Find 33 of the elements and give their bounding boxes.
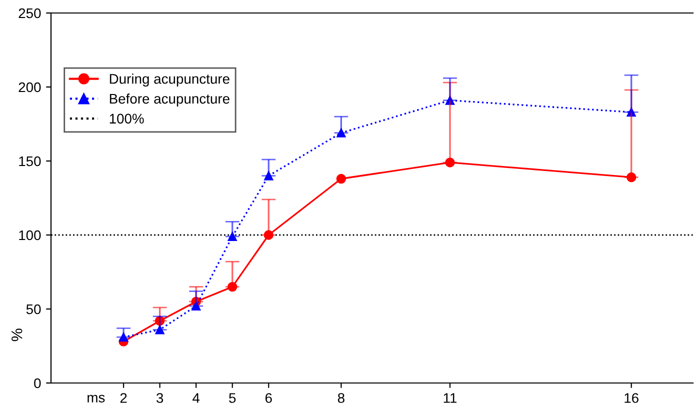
point <box>119 332 128 342</box>
x-tick-label: 11 <box>444 393 457 403</box>
point <box>155 325 164 334</box>
x-tick-label: 8 <box>338 393 344 403</box>
y-tick-label: 200 <box>18 82 41 92</box>
x-tick-label: 2 <box>120 393 127 403</box>
y-tick-label: 100 <box>19 230 41 240</box>
x-tick-label: 16 <box>624 393 638 403</box>
x-tick-label: 4 <box>192 393 200 403</box>
point <box>445 158 455 168</box>
legend-label: 100% <box>110 114 144 124</box>
point <box>264 230 274 240</box>
point <box>227 282 238 292</box>
legend-label: During acupuncture <box>110 74 230 87</box>
y-tick-label: 250 <box>18 8 41 18</box>
point <box>192 302 201 311</box>
point <box>154 316 165 326</box>
y-tick-label: 150 <box>19 156 41 166</box>
legend-label: Before acupuncture <box>110 94 230 106</box>
point <box>626 172 636 182</box>
point <box>228 232 237 241</box>
y-axis-title: % <box>12 328 22 342</box>
point <box>264 171 274 180</box>
point <box>336 128 346 138</box>
x-tick-label: 5 <box>229 393 236 403</box>
x-tick-label: 6 <box>265 393 272 403</box>
point <box>626 108 636 117</box>
x-tick-label: 3 <box>156 393 164 403</box>
x-axis-title: ms <box>88 394 105 402</box>
y-tick-label: 50 <box>26 304 41 314</box>
point <box>336 174 346 184</box>
point <box>445 96 454 105</box>
y-tick-label: 0 <box>34 378 41 388</box>
